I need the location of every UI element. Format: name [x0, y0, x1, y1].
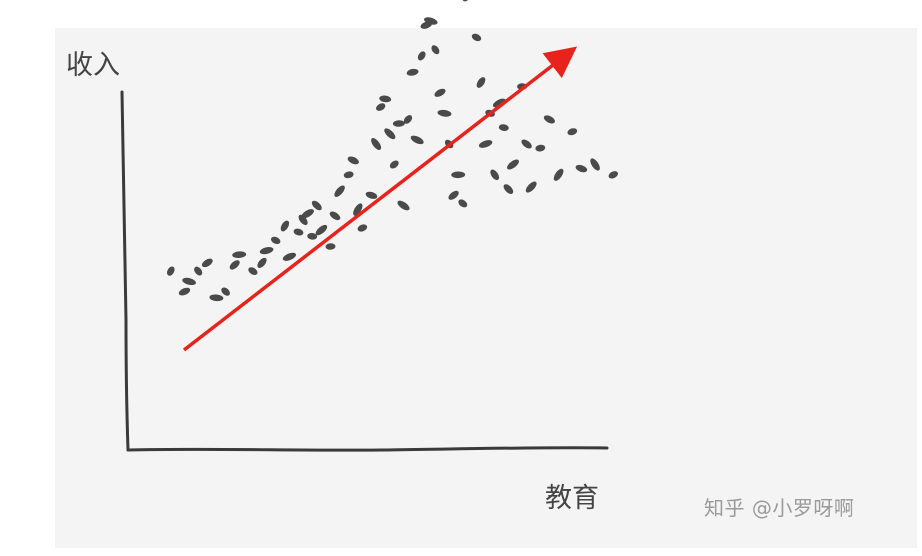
scatter-point [371, 138, 382, 150]
scatter-point [282, 252, 297, 261]
y-axis-label: 收入 [66, 50, 120, 81]
scatter-point [525, 181, 537, 193]
scatter-point [182, 277, 196, 286]
scatter-point [590, 158, 600, 171]
scatter-point [608, 171, 619, 179]
scatter-point [471, 33, 482, 42]
scatter-point [498, 124, 509, 131]
scatter-point [365, 191, 378, 199]
scatter-point [424, 17, 438, 25]
scatter-point [384, 128, 396, 140]
scatter-point [462, 0, 473, 2]
scatter-point [431, 45, 440, 55]
x-axis [126, 446, 609, 452]
scatter-point [221, 287, 230, 296]
trend-line-arrow [182, 46, 578, 352]
scatter-point [458, 199, 468, 208]
scatter-point [575, 164, 588, 173]
scatter-point [257, 257, 267, 268]
scatter-point [311, 200, 322, 211]
scatter-point [307, 232, 318, 240]
scatter-point [178, 287, 191, 296]
scatter-point [535, 144, 546, 152]
scatter-point [417, 51, 426, 61]
scatter-point [507, 159, 519, 170]
scatter-point [553, 168, 564, 181]
scatter-point [353, 203, 363, 216]
scatter-point [329, 211, 341, 221]
scatter-point [280, 220, 290, 232]
scatter-point [376, 103, 386, 111]
scatter-point [492, 98, 506, 108]
scatter-point [334, 185, 345, 197]
scatter-point [403, 115, 413, 124]
scatter-point [259, 247, 274, 255]
scatter-point [232, 251, 247, 259]
scatter-point [298, 214, 308, 226]
watermark: 知乎 @小罗呀啊 [704, 496, 855, 520]
scatter-point [521, 139, 532, 149]
scatter-point [476, 77, 486, 88]
scatter-point [167, 266, 175, 276]
scatter-point [325, 243, 336, 250]
scatter-point [379, 95, 392, 103]
scatter-point [389, 160, 399, 169]
scatter-point [301, 209, 314, 219]
scatter-point [194, 266, 203, 276]
scatter-point [448, 190, 459, 200]
scatter-point [397, 200, 410, 211]
scatter-point [248, 267, 258, 275]
scatter-point [392, 120, 405, 127]
scatter-point [434, 88, 446, 97]
y-axis [120, 90, 130, 452]
scatter-point [229, 260, 240, 270]
scatter-point [490, 169, 500, 181]
scatter-point [543, 115, 555, 124]
scatter-point [201, 258, 213, 268]
scatter-point [410, 135, 424, 145]
scatter-point [209, 294, 224, 302]
scatter-point [347, 156, 359, 165]
x-axis-label: 教育 [545, 483, 599, 514]
scatter-point [567, 128, 578, 136]
scatter-point [406, 68, 419, 76]
scatter-point [357, 224, 368, 232]
scatter-point [478, 140, 493, 148]
scatter-point [315, 224, 328, 236]
scatter-point [343, 171, 354, 179]
scatter-point [270, 236, 281, 245]
scatter-point [437, 109, 452, 117]
scatter-point [503, 184, 514, 194]
scatter-point [451, 171, 466, 179]
scatter-point [293, 228, 304, 236]
